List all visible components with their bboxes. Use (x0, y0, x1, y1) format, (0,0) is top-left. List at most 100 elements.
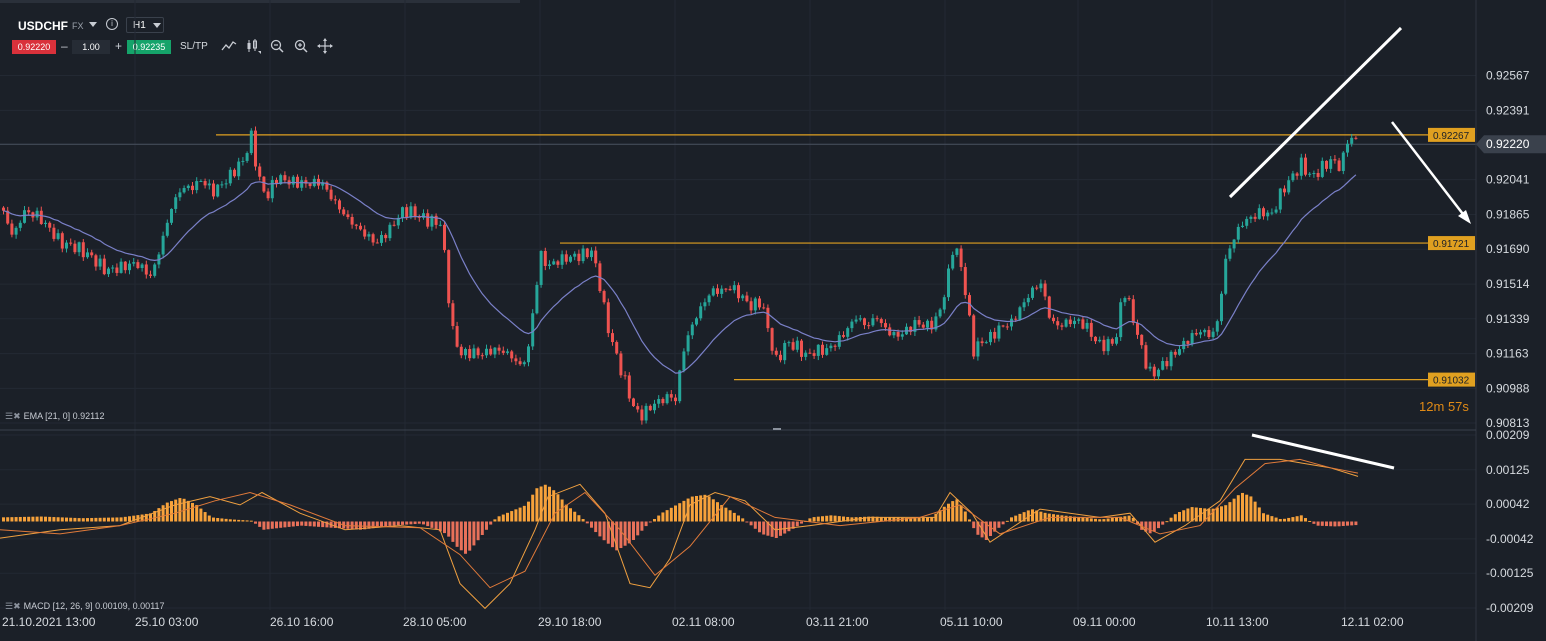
macd-bar (216, 518, 220, 522)
candle-body (1018, 307, 1022, 320)
quantity-increase-button[interactable]: + (115, 39, 123, 53)
price-tick-label: 0.92391 (1486, 103, 1530, 117)
candle-body (443, 224, 446, 251)
macd-bar (1346, 521, 1349, 526)
macd-bar (602, 521, 606, 541)
quantity-decrease-button[interactable]: – (61, 39, 68, 53)
macd-bar (577, 515, 581, 522)
pane-resize-handle[interactable] (773, 428, 781, 430)
timeframe-select[interactable]: H1 (126, 17, 164, 33)
zoom-in-icon[interactable] (293, 38, 309, 54)
sltp-button[interactable]: SL/TP (180, 41, 208, 52)
macd-bar (233, 519, 236, 522)
indicator-settings-icon[interactable]: ☰✖ (5, 601, 21, 611)
macd-bar (636, 521, 640, 536)
buy-button[interactable]: 0.92235 (127, 40, 171, 54)
candle-body (1161, 361, 1165, 370)
candle-body (699, 306, 703, 319)
candle-body (1203, 329, 1207, 333)
candle-body (1022, 302, 1026, 308)
info-icon[interactable]: i (106, 18, 118, 30)
candle-body (1014, 318, 1018, 320)
macd-bar (1035, 510, 1039, 522)
macd-bar (35, 516, 39, 522)
candle-body (506, 351, 509, 353)
divergence-line[interactable] (1251, 433, 1395, 470)
candle-body (405, 207, 409, 218)
line-chart-icon[interactable] (221, 38, 237, 54)
macd-bar (875, 516, 879, 522)
price-levels[interactable]: 0.92267 0.91721 0.91032 (0, 127, 1476, 387)
candle-body (728, 288, 732, 291)
candle-body (18, 222, 22, 228)
candle-body (686, 335, 690, 352)
candle-body (745, 295, 749, 302)
candle-body (1152, 366, 1156, 377)
candle-body (426, 213, 430, 227)
macd-indicator-label[interactable]: ☰✖ MACD [12, 26, 9] 0.00109, 0.00117 (5, 601, 165, 611)
macd-bar (1173, 514, 1177, 522)
candle-body (1073, 320, 1076, 325)
candle-body (317, 178, 320, 186)
symbol-label[interactable]: USDCHF (18, 19, 68, 33)
candle-body (552, 261, 556, 265)
macd-bar (1115, 517, 1118, 522)
macd-bar (590, 521, 593, 528)
macd-bar (438, 521, 442, 532)
macd-bar (212, 517, 215, 522)
candle-body (980, 341, 984, 344)
timeframe-chevron-down-icon[interactable] (153, 23, 161, 28)
macd-bar (459, 521, 463, 551)
zoom-out-icon[interactable] (269, 38, 285, 54)
macd-tick-label: -0.00125 (1486, 566, 1534, 580)
crosshair-icon[interactable] (317, 38, 333, 54)
macd-bar (153, 511, 157, 522)
macd-bar (48, 516, 52, 522)
macd-bar (569, 508, 572, 522)
candle-body (1194, 333, 1198, 335)
macd-bar (1026, 510, 1030, 522)
macd-bar (917, 517, 921, 522)
price-tick-label: 0.91514 (1486, 277, 1530, 291)
macd-bar (1039, 511, 1043, 522)
candle-body (430, 215, 434, 227)
macd-bar (186, 500, 190, 522)
candle-body (783, 342, 787, 361)
candle-body (422, 213, 425, 218)
candle-body (1295, 173, 1299, 176)
level-tag[interactable] (1428, 236, 1475, 251)
macd-bar (275, 521, 278, 529)
candle-body (1106, 339, 1110, 352)
candle-body (1157, 369, 1160, 377)
macd-histogram (2, 484, 1358, 554)
symbol-chevron-down-icon[interactable] (89, 22, 97, 27)
indicator-settings-icon[interactable]: ☰✖ (5, 411, 21, 421)
macd-bar (594, 521, 598, 533)
quantity-input[interactable]: 1.00 (72, 40, 110, 54)
candle-body (955, 248, 959, 255)
candle-body (1199, 332, 1202, 335)
level-tag[interactable] (1428, 127, 1475, 142)
candle-body (690, 324, 694, 336)
macd-bar (1140, 521, 1144, 530)
candle-body (737, 285, 740, 299)
candle-body (136, 262, 140, 269)
sell-button[interactable]: 0.92220 (12, 40, 56, 54)
candle-body (363, 229, 367, 237)
candle-body (10, 223, 14, 235)
candle-body (804, 352, 808, 357)
price-tick-label: 0.91339 (1486, 312, 1530, 326)
candlestick-icon[interactable] (245, 38, 261, 54)
candle-body (535, 284, 539, 314)
arrow-down-line[interactable] (1391, 121, 1467, 219)
candle-body (1068, 319, 1072, 325)
trend-line-up[interactable] (1228, 26, 1403, 199)
macd-bar (879, 516, 883, 522)
level-tag[interactable] (1428, 372, 1475, 387)
macd-bar (1094, 518, 1097, 522)
annotations[interactable] (1228, 26, 1471, 470)
ema-indicator-label[interactable]: ☰✖ EMA [21, 0] 0.92112 (5, 411, 105, 421)
macd-bar (632, 521, 635, 540)
macd-bar (833, 515, 837, 522)
